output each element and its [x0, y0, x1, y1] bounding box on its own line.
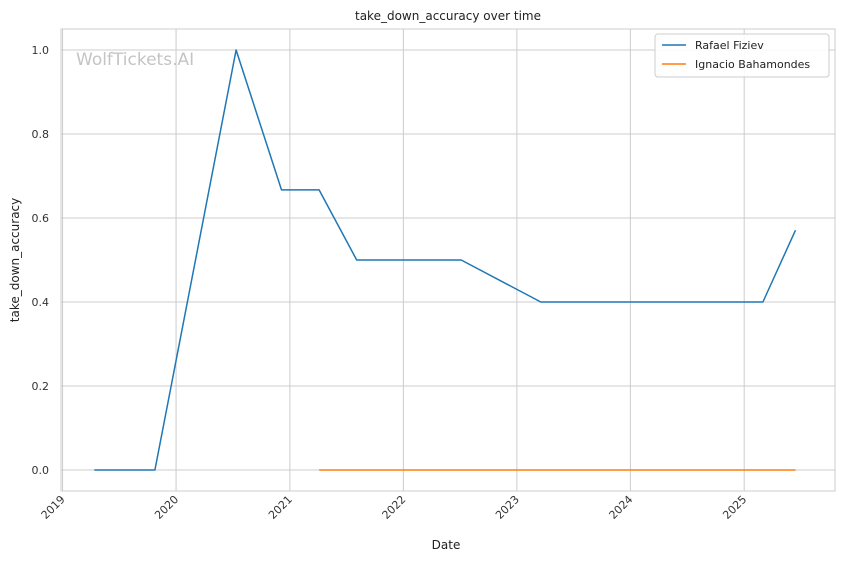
grid — [61, 29, 835, 491]
y-tick-label: 0.4 — [32, 296, 50, 309]
series-line-0 — [94, 49, 797, 471]
y-tick-label: 1.0 — [32, 44, 50, 57]
watermark: WolfTickets.AI — [76, 50, 194, 70]
legend-label: Rafael Fiziev — [695, 39, 764, 52]
legend-label: Ignacio Bahamondes — [695, 58, 810, 71]
legend: Rafael Fiziev Ignacio Bahamondes — [654, 33, 830, 78]
y-tick-label: 0.0 — [32, 464, 50, 477]
y-tick-label: 0.8 — [32, 128, 50, 141]
series-lines — [94, 49, 797, 471]
plot-frame — [60, 28, 836, 492]
y-tick-label: 0.2 — [32, 380, 50, 393]
legend-box — [654, 33, 830, 78]
y-tick-label: 0.6 — [32, 212, 50, 225]
y-axis-label: take_down_accuracy — [8, 198, 22, 322]
x-axis-label: Date — [432, 538, 461, 552]
y-axis-ticks: 0.0 0.2 0.4 0.6 0.8 1.0 — [32, 44, 50, 477]
chart-title: take_down_accuracy over time — [355, 9, 541, 23]
